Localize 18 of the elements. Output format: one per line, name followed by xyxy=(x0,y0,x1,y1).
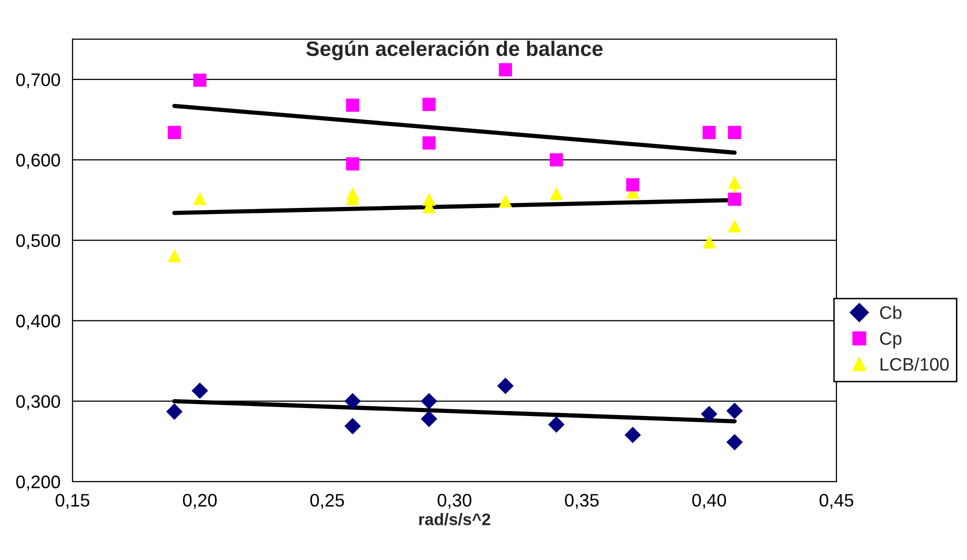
x-tick-label: 0,25 xyxy=(310,494,344,509)
x-tick-label: 0,15 xyxy=(56,494,90,509)
x-tick-label: 0,20 xyxy=(182,494,217,509)
y-tick-label: 0,200 xyxy=(16,476,60,490)
y-tick-label: 0,500 xyxy=(16,234,60,250)
x-tick-label: 0,45 xyxy=(820,494,854,509)
y-tick-label: 0,700 xyxy=(16,73,60,88)
legend-label: Cb xyxy=(880,306,902,320)
y-tick-label: 0,600 xyxy=(16,154,60,169)
x-tick-label: 0,40 xyxy=(692,494,726,509)
x-axis-title: rad/s/s^2 xyxy=(419,513,490,526)
y-tick-label: 0,300 xyxy=(16,395,60,410)
legend-label: Cp xyxy=(880,332,902,348)
chart-title: Según aceleración de balance xyxy=(306,40,603,60)
y-tick-label: 0,400 xyxy=(16,314,60,330)
legend-label: LCB/100 xyxy=(880,357,949,371)
x-tick-label: 0,35 xyxy=(564,494,599,509)
x-tick-label: 0,30 xyxy=(438,494,472,509)
